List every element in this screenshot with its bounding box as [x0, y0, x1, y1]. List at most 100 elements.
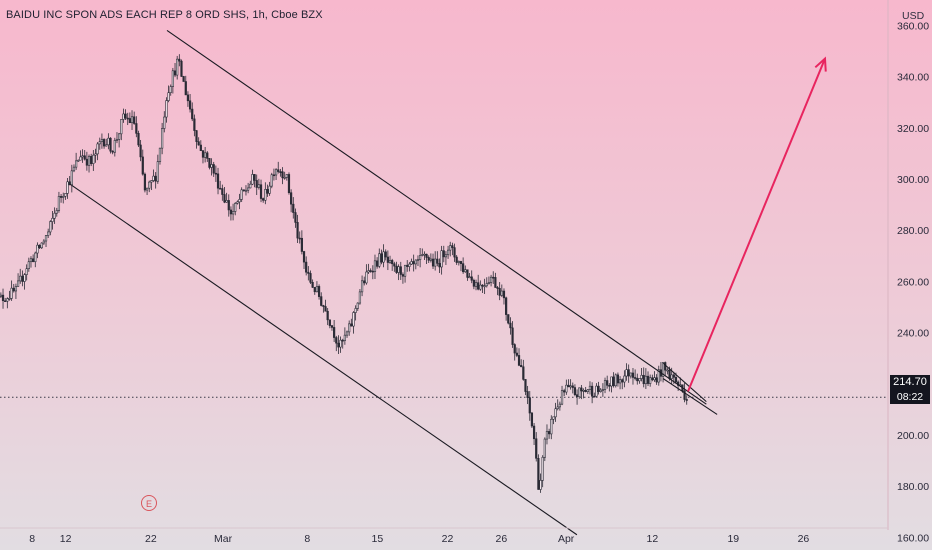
candle-body — [526, 391, 529, 398]
candle-body — [320, 296, 323, 306]
candle-body — [322, 305, 325, 307]
candle-body — [6, 298, 9, 302]
candle-body — [150, 180, 153, 183]
candle-body — [16, 280, 20, 287]
candle-body — [55, 210, 58, 214]
candle-body — [234, 203, 237, 212]
candle-body — [588, 385, 592, 390]
candle-body — [305, 261, 308, 273]
candle-body — [524, 379, 527, 392]
candle-body — [634, 377, 637, 379]
candle-body — [603, 380, 607, 390]
candle-body — [326, 310, 329, 321]
candle-body — [455, 256, 458, 263]
candle-countdown-badge: 08:22 — [890, 390, 930, 404]
earnings-marker-icon[interactable]: E — [141, 495, 157, 511]
candle-body — [606, 380, 609, 386]
candle-body — [511, 327, 514, 345]
time-tick-label: Mar — [214, 533, 233, 545]
candle-body — [614, 374, 617, 387]
candle-body — [139, 144, 142, 158]
candle-body — [438, 263, 441, 268]
candle-body — [386, 256, 389, 263]
flag-upper-line[interactable] — [662, 362, 707, 403]
candle-body — [356, 302, 359, 309]
price-tick-label: 200.00 — [897, 430, 929, 442]
candle-body — [173, 70, 177, 76]
candle-body — [515, 352, 518, 356]
candle-body — [429, 258, 432, 261]
candle-body — [457, 261, 460, 263]
candle-body — [358, 291, 362, 304]
candle-body — [266, 189, 269, 194]
candle-body — [216, 173, 220, 189]
candle-body — [565, 384, 568, 393]
candle-body — [135, 123, 138, 134]
candle-body — [425, 253, 428, 258]
candle-body — [470, 276, 473, 281]
price-tick-label: 340.00 — [897, 72, 929, 84]
candle-body — [182, 76, 185, 82]
candle-body — [143, 173, 147, 191]
candle-body — [81, 155, 84, 158]
candle-body — [221, 188, 224, 195]
projection-arrow-shaft[interactable] — [687, 58, 826, 392]
price-tick-label: 320.00 — [897, 123, 929, 135]
candle-body — [595, 385, 598, 397]
candle-body — [466, 269, 469, 278]
candle-body — [44, 235, 48, 242]
candle-body — [302, 251, 306, 263]
candle-body — [133, 116, 136, 124]
channel-upper-line[interactable] — [166, 30, 707, 405]
candle-body — [244, 189, 248, 192]
candle-body — [494, 277, 497, 288]
candle-body — [341, 339, 344, 342]
candle-body — [300, 237, 303, 252]
candle-body — [333, 327, 336, 338]
candle-body — [541, 456, 544, 481]
candle-body — [79, 156, 82, 161]
candle-body — [128, 118, 131, 124]
price-tick-label: 300.00 — [897, 174, 929, 186]
candle-body — [397, 266, 400, 273]
candle-body — [264, 189, 267, 201]
channel-lower-line[interactable] — [69, 183, 578, 536]
currency-label: USD — [902, 10, 925, 22]
candle-body — [191, 108, 194, 120]
candle-body — [558, 403, 561, 408]
candle-body — [436, 258, 439, 264]
candle-body — [591, 385, 594, 397]
candle-body — [668, 369, 671, 380]
candle-body — [616, 374, 620, 384]
symbol-title[interactable]: BAIDU INC SPON ADS EACH REP 8 ORD SHS, 1… — [6, 9, 323, 21]
candle-body — [569, 385, 572, 388]
candle-body — [59, 196, 63, 198]
candle-body — [292, 203, 295, 213]
candle-body — [115, 139, 119, 141]
candle-body — [627, 369, 630, 377]
candle-body — [446, 249, 450, 256]
candle-body — [670, 374, 673, 380]
candle-body — [212, 164, 215, 174]
candle-body — [148, 181, 151, 189]
candle-body — [92, 154, 95, 164]
price-tick-label: 240.00 — [897, 328, 929, 340]
candle-body — [661, 362, 665, 377]
candle-body — [1, 294, 5, 302]
candle-body — [12, 287, 15, 292]
candle-body — [152, 175, 155, 181]
candle-body — [496, 287, 499, 289]
candle-body — [339, 339, 342, 348]
candle-body — [644, 375, 647, 385]
flag-lower-line[interactable] — [662, 378, 718, 415]
candle-body — [505, 297, 508, 315]
candle-body — [345, 331, 349, 336]
candle-body — [156, 161, 159, 182]
candle-body — [492, 276, 495, 279]
candle-body — [373, 260, 377, 272]
candle-body — [124, 113, 127, 119]
candle-body — [474, 282, 478, 287]
candle-body — [414, 259, 417, 265]
candle-body — [489, 276, 493, 283]
